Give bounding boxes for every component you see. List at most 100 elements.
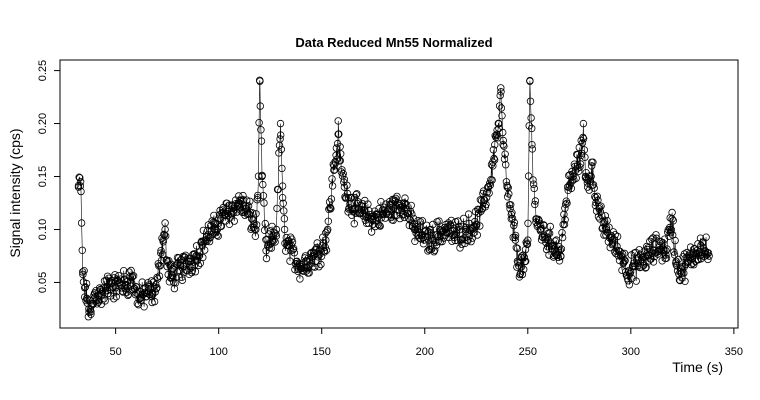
- data-point: [681, 277, 689, 285]
- data-point: [76, 174, 84, 182]
- data-point: [252, 210, 260, 218]
- data-point: [310, 250, 318, 258]
- y-tick-label: 0.15: [37, 166, 49, 187]
- data-point: [616, 247, 624, 256]
- data-point: [178, 273, 186, 281]
- data-point: [622, 268, 630, 276]
- data-point: [490, 156, 499, 164]
- data-point: [278, 182, 287, 190]
- data-point: [238, 196, 246, 204]
- data-point: [496, 91, 504, 100]
- data-point: [502, 160, 510, 169]
- data-point: [613, 232, 622, 241]
- data-point: [160, 230, 168, 239]
- data-point: [513, 263, 521, 271]
- data-point: [213, 231, 221, 239]
- data-point: [546, 222, 554, 231]
- data-point: [506, 204, 514, 213]
- data-point: [290, 248, 298, 257]
- data-point: [78, 246, 86, 254]
- data-point: [524, 236, 532, 244]
- data-point: [586, 172, 594, 180]
- data-point: [328, 175, 336, 183]
- data-point: [611, 230, 619, 239]
- data-point: [516, 270, 524, 279]
- data-point: [140, 303, 148, 311]
- data-point: [614, 251, 622, 260]
- data-point: [384, 205, 392, 213]
- data-point: [417, 235, 425, 243]
- data-point: [524, 219, 532, 227]
- data-point: [563, 199, 571, 207]
- data-point: [290, 244, 298, 253]
- y-axis-label: Signal intensity (cps): [7, 128, 23, 257]
- data-point: [455, 222, 463, 231]
- data-point: [327, 205, 335, 213]
- data-point: [153, 284, 161, 292]
- data-point: [589, 181, 598, 189]
- data-point: [375, 221, 384, 230]
- data-point: [531, 200, 539, 209]
- data-point: [632, 277, 640, 285]
- data-point: [479, 187, 488, 195]
- data-point: [205, 237, 214, 246]
- data-point: [191, 268, 200, 276]
- data-point: [80, 267, 88, 275]
- data-point: [602, 223, 611, 232]
- data-point: [467, 237, 475, 246]
- data-point: [527, 114, 535, 122]
- data-point: [230, 217, 238, 225]
- data-point: [485, 189, 493, 197]
- data-point: [362, 212, 370, 220]
- data-point: [87, 310, 95, 318]
- data-point: [526, 97, 535, 105]
- data-point: [523, 240, 531, 248]
- data-point: [458, 240, 466, 248]
- data-point: [82, 279, 91, 288]
- data-point: [401, 194, 409, 202]
- data-point: [407, 201, 415, 210]
- data-point: [507, 201, 515, 209]
- data-point: [256, 102, 264, 110]
- data-point: [167, 260, 175, 268]
- data-point: [118, 287, 127, 295]
- data-point: [377, 197, 385, 206]
- data-point: [696, 234, 705, 242]
- data-point: [648, 235, 656, 243]
- data-point: [557, 252, 565, 261]
- data-point: [486, 181, 494, 189]
- data-point: [374, 220, 383, 229]
- data-point: [74, 183, 83, 191]
- data-point: [542, 238, 550, 247]
- data-point: [464, 236, 472, 245]
- data-point: [155, 272, 164, 280]
- data-point: [602, 231, 610, 239]
- data-point: [157, 246, 165, 255]
- data-point: [242, 204, 250, 213]
- data-point: [670, 248, 678, 256]
- data-point: [129, 272, 138, 280]
- data-point: [539, 221, 548, 229]
- y-tick-label: 0.05: [37, 272, 49, 293]
- data-point: [305, 269, 313, 277]
- data-point: [530, 184, 538, 193]
- data-point: [526, 76, 534, 85]
- data-point: [277, 145, 285, 154]
- data-point: [252, 221, 261, 229]
- data-point: [652, 231, 660, 239]
- data-point: [339, 170, 347, 178]
- data-point: [257, 126, 265, 134]
- data-point: [286, 233, 295, 241]
- data-point: [320, 248, 329, 256]
- y-tick-label: 0.20: [37, 113, 49, 134]
- data-point: [211, 220, 219, 228]
- data-point: [702, 233, 710, 241]
- data-point: [335, 130, 343, 138]
- data-point: [499, 136, 507, 145]
- data-point: [686, 243, 695, 251]
- data-point: [172, 273, 180, 281]
- data-point: [578, 139, 587, 147]
- data-point: [529, 180, 538, 188]
- data-point: [258, 171, 266, 180]
- data-point: [199, 226, 208, 235]
